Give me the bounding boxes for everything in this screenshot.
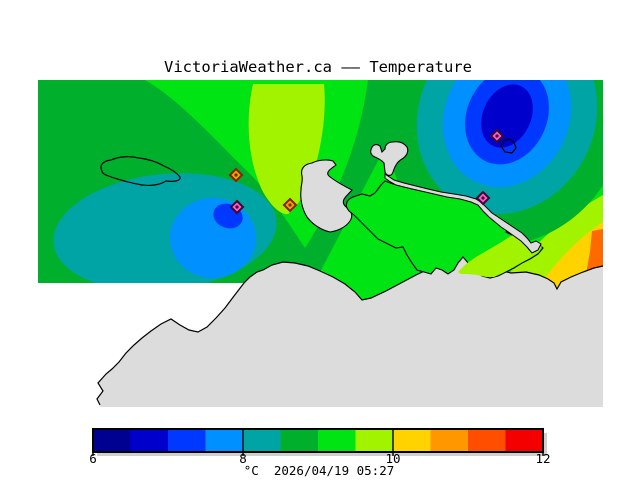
colorbar-caption: °C 2026/04/19 05:27 <box>244 463 395 478</box>
colorbar-segment <box>430 429 469 452</box>
small-island-outline <box>500 138 517 154</box>
colorbar-label-8: 8 <box>239 451 247 466</box>
colorbar-segment <box>130 429 169 452</box>
station-dot <box>235 205 239 209</box>
station-markers <box>228 128 505 215</box>
esquimalt-point-land <box>370 141 409 176</box>
land-layer <box>96 138 604 407</box>
colorbar-segment <box>355 429 394 452</box>
west-archipelago-land <box>300 159 353 233</box>
colorbar-segment <box>318 429 356 452</box>
olympic-peninsula-land <box>97 252 603 407</box>
station-dot <box>495 134 499 138</box>
victoria-land-10c <box>458 231 542 277</box>
harbour-channel-land <box>384 173 542 254</box>
colorbar-segment <box>168 429 206 452</box>
band-10c <box>440 195 603 300</box>
colorbar-label-10: 10 <box>385 451 400 466</box>
colorbar-segment <box>468 429 506 452</box>
map-title: VictoriaWeather.ca —— Temperature <box>164 58 472 76</box>
olympic-coastline <box>96 251 604 406</box>
station-dot <box>481 196 485 200</box>
station-dot <box>234 173 238 177</box>
colorbar: 6 8 10 12 °C 2026/04/19 05:27 <box>89 428 551 478</box>
colorbar-segments <box>93 429 544 452</box>
colorbar-label-6: 6 <box>89 451 97 466</box>
colorbar-segment <box>505 429 544 452</box>
west-island-outline <box>100 156 181 187</box>
colorbar-segment <box>205 429 244 452</box>
colorbar-segment <box>393 429 431 452</box>
west-cool-7-5c <box>170 198 256 278</box>
colorbar-label-12: 12 <box>535 451 550 466</box>
colorbar-segment <box>93 429 131 452</box>
band-11-5c <box>586 229 603 274</box>
colorbar-segment <box>243 429 281 452</box>
band-10-5c <box>500 222 603 300</box>
colorbar-segment <box>280 429 319 452</box>
cold-core-stack <box>386 80 603 246</box>
station-dot <box>288 203 292 207</box>
colorbar-border <box>92 428 544 453</box>
